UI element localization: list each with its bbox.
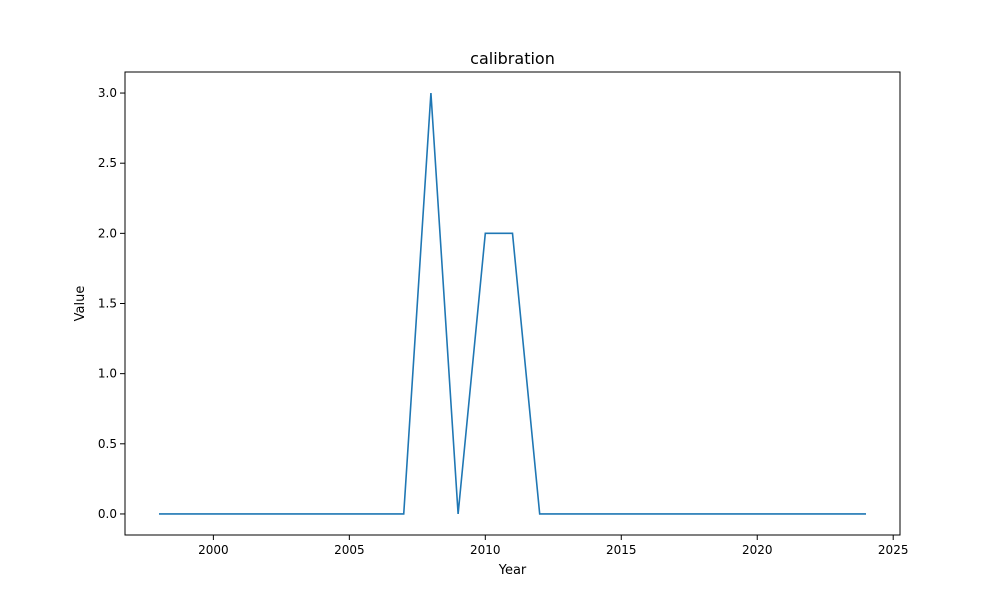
y-tick-label: 0.5	[98, 437, 117, 451]
x-tick-label: 2020	[742, 543, 773, 557]
y-tick-label: 0.0	[98, 507, 117, 521]
x-tick-label: 2025	[878, 543, 909, 557]
x-axis: 2000 2005 2010 2015 2020 2025	[198, 535, 908, 557]
x-tick-label: 2005	[334, 543, 365, 557]
y-axis-label: Value	[73, 286, 88, 322]
y-tick-label: 1.5	[98, 297, 117, 311]
axes-frame	[124, 71, 901, 536]
x-tick-label: 2015	[606, 543, 637, 557]
y-tick-label: 2.5	[98, 156, 117, 170]
y-axis: 0.0 0.5 1.0 1.5 2.0 2.5 3.0	[98, 86, 125, 521]
y-tick-label: 3.0	[98, 86, 117, 100]
y-tick-label: 1.0	[98, 367, 117, 381]
x-tick-label: 2010	[470, 543, 501, 557]
y-tick-label: 2.0	[98, 226, 117, 240]
chart-title: calibration	[470, 49, 555, 68]
x-tick-label: 2000	[198, 543, 229, 557]
x-axis-label: Year	[498, 563, 527, 578]
series-line	[158, 92, 867, 515]
plot-area	[158, 92, 867, 515]
